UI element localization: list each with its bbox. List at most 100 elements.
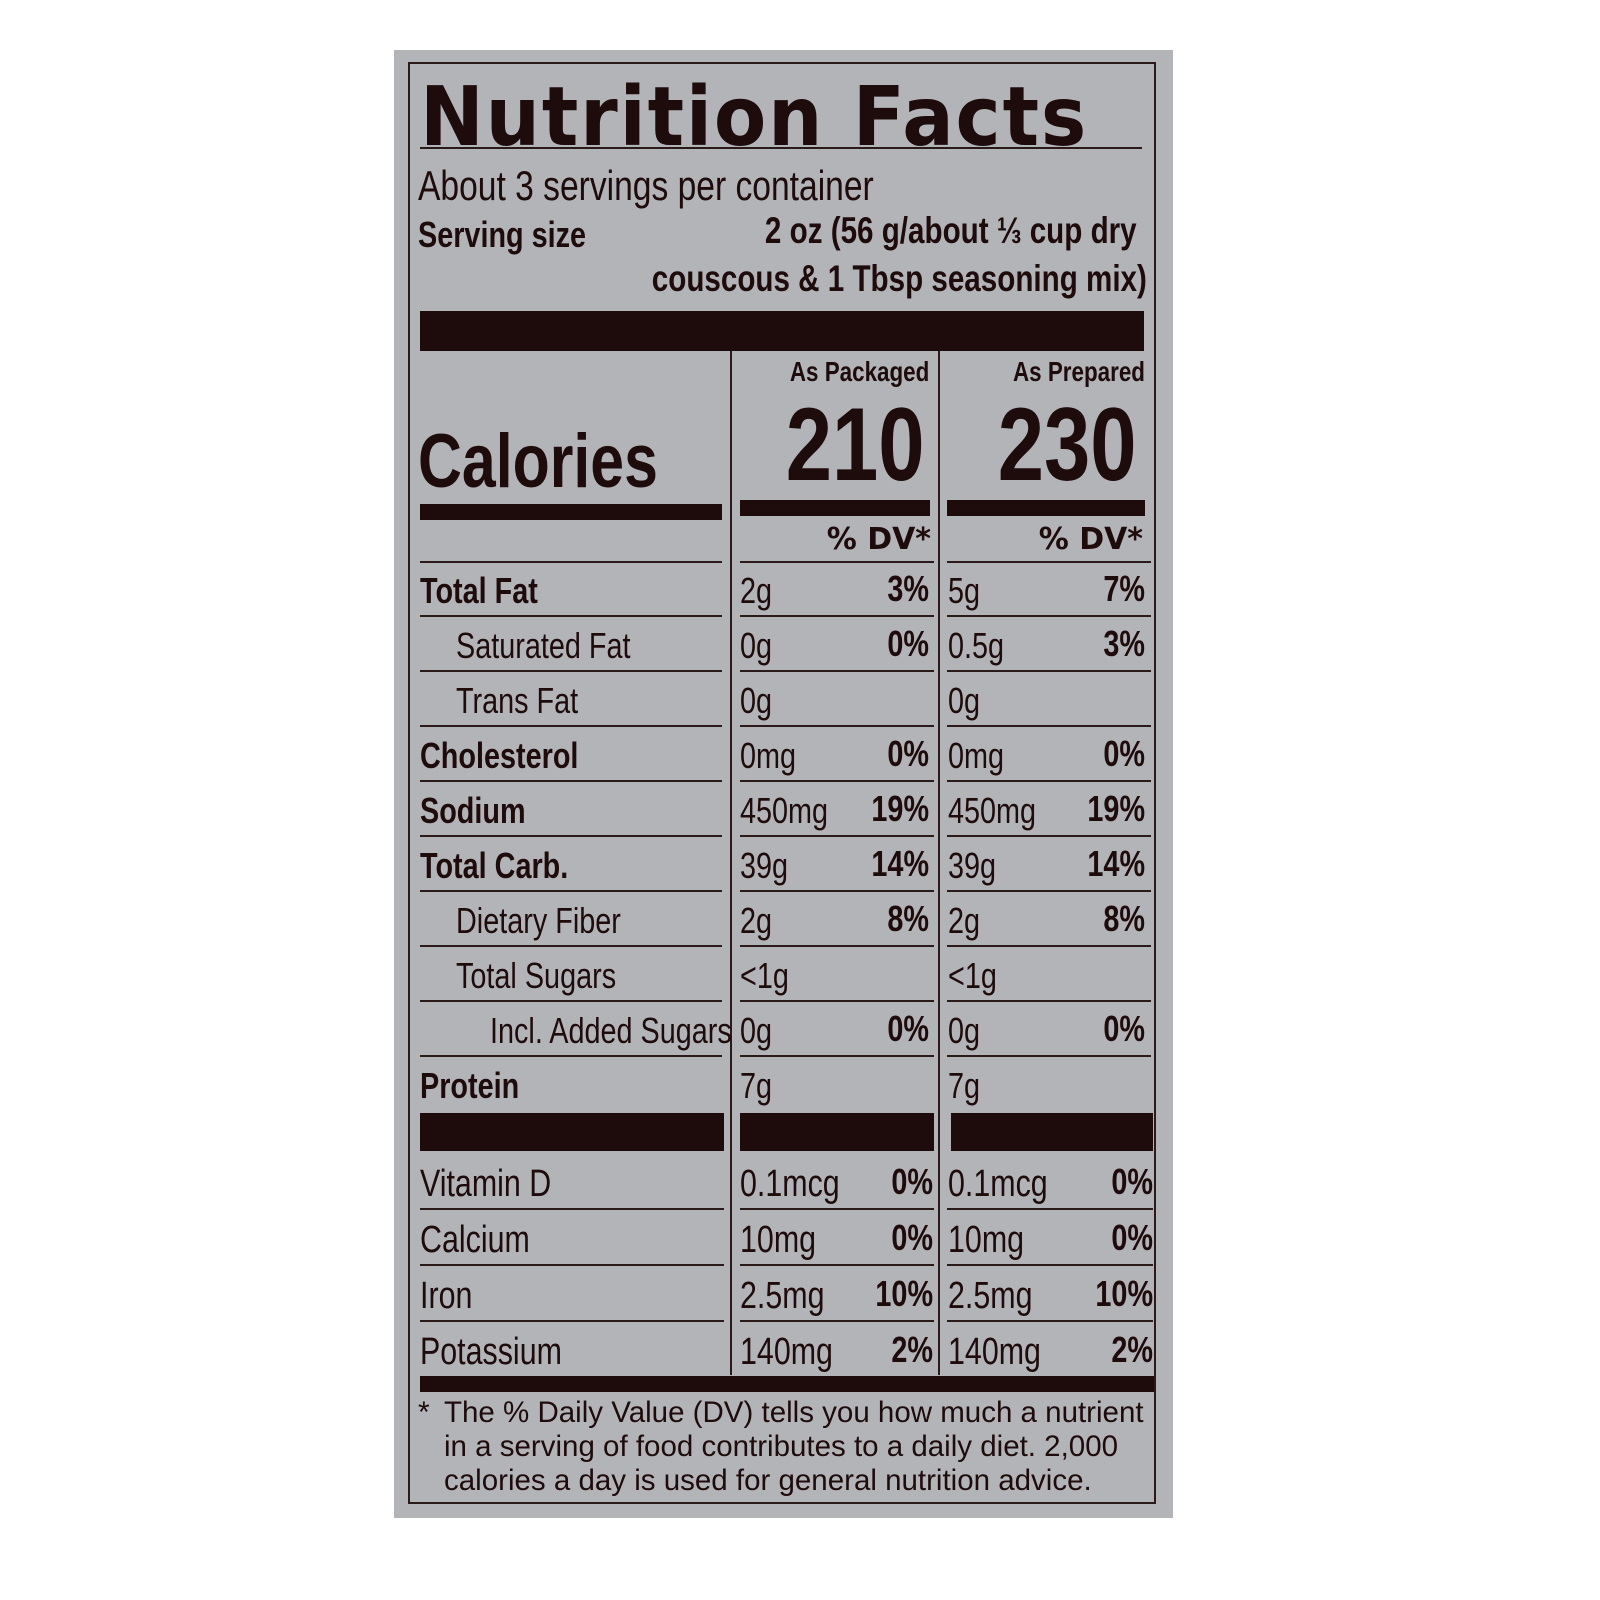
amount-prepared-cell: 10mg: [948, 1219, 1043, 1262]
dv-packaged-cell: 0%: [881, 1161, 933, 1203]
row-divider: [740, 670, 934, 672]
row-divider: [420, 670, 722, 672]
dv-prepared: 2%: [1111, 1329, 1153, 1370]
amount-prepared: 10mg: [948, 1219, 1025, 1261]
dv-packaged: 3%: [887, 568, 929, 609]
amount-prepared: 2.5mg: [948, 1275, 1033, 1317]
vitamin-divider: [420, 1113, 724, 1151]
nutrient-name-cell: Iron: [420, 1275, 485, 1318]
amount-prepared: 450mg: [948, 790, 1037, 831]
serving-size-value-2: couscous & 1 Tbsp seasoning mix): [651, 258, 1147, 299]
dv-packaged: 0%: [891, 1217, 933, 1258]
amount-packaged: 7g: [740, 1065, 773, 1106]
amount-prepared: 2g: [948, 900, 981, 941]
nutrient-name-cell: Dietary Fiber: [456, 900, 662, 942]
footnote-marker: *: [418, 1396, 430, 1429]
dv-prepared-cell: 7%: [1093, 568, 1145, 610]
row-divider: [947, 835, 1151, 837]
dv-prepared: 8%: [1103, 898, 1145, 939]
nutrient-name: Calcium: [420, 1219, 530, 1261]
row-divider: [740, 1000, 934, 1002]
vitamin-divider: [740, 1113, 934, 1151]
amount-prepared: 0.1mcg: [948, 1163, 1048, 1205]
row-divider: [420, 561, 722, 563]
row-divider: [740, 1208, 934, 1210]
row-divider: [420, 1000, 722, 1002]
row-divider: [740, 890, 934, 892]
dv-packaged-cell: 0%: [877, 733, 929, 775]
nutrient-name: Trans Fat: [456, 680, 579, 721]
nutrient-name: Incl. Added Sugars: [490, 1010, 732, 1051]
row-divider: [947, 1208, 1153, 1210]
amount-prepared: 0mg: [948, 735, 1005, 776]
serving-size-label: Serving size: [418, 214, 587, 255]
footnote-line: in a serving of food contributes to a da…: [444, 1430, 1119, 1463]
vitamin-divider: [951, 1113, 1153, 1151]
nutrient-name: Potassium: [420, 1331, 562, 1373]
row-divider: [947, 561, 1151, 563]
amount-prepared: 39g: [948, 845, 997, 886]
row-divider: [420, 945, 722, 947]
calories-label: Calories: [418, 419, 658, 504]
dv-prepared: 10%: [1095, 1273, 1153, 1314]
dv-prepared: 7%: [1103, 568, 1145, 609]
dv-packaged-cell: 19%: [857, 788, 929, 830]
nutrient-name-cell: Saturated Fat: [456, 625, 674, 667]
dv-prepared-cell: 8%: [1093, 898, 1145, 940]
nutrition-label: Nutrition Facts About 3 servings per con…: [394, 50, 1173, 1518]
dv-prepared: 0%: [1103, 733, 1145, 774]
dv-prepared: 19%: [1087, 788, 1145, 829]
row-divider: [740, 561, 934, 563]
nutrient-name-cell: Total Carb.: [420, 845, 605, 887]
column-divider: [730, 351, 732, 1375]
row-divider: [947, 890, 1151, 892]
dv-packaged: 2%: [891, 1329, 933, 1370]
amount-packaged-cell: 0mg: [740, 735, 810, 777]
amount-packaged: 0g: [740, 1010, 773, 1051]
dv-prepared: 3%: [1103, 623, 1145, 664]
row-divider: [947, 1320, 1153, 1322]
row-divider: [740, 1264, 934, 1266]
amount-packaged: 140mg: [740, 1331, 833, 1373]
row-divider: [420, 1320, 724, 1322]
dv-packaged-cell: 3%: [877, 568, 929, 610]
calories-divider: [947, 500, 1145, 516]
row-divider: [947, 1264, 1153, 1266]
amount-packaged-cell: 2g: [740, 900, 780, 942]
dv-header-packaged: % DV*: [826, 522, 931, 557]
nutrient-name-cell: Cholesterol: [420, 735, 618, 777]
row-divider: [420, 835, 722, 837]
dv-packaged-cell: 0%: [877, 1008, 929, 1050]
nutrient-name: Total Fat: [420, 570, 538, 611]
row-divider: [740, 780, 934, 782]
dv-prepared-cell: 14%: [1073, 843, 1145, 885]
dv-prepared: 0%: [1111, 1217, 1153, 1258]
dv-packaged-cell: 14%: [857, 843, 929, 885]
dv-packaged-cell: 0%: [881, 1217, 933, 1259]
amount-packaged: 10mg: [740, 1219, 817, 1261]
amount-prepared-cell: 0.5g: [948, 625, 1018, 667]
calories-packaged: 210: [786, 387, 925, 503]
label-title: Nutrition Facts: [420, 70, 1089, 165]
nutrient-name: Dietary Fiber: [456, 900, 621, 941]
amount-packaged: 0.1mcg: [740, 1163, 840, 1205]
amount-packaged-cell: 0g: [740, 625, 780, 667]
dv-prepared-cell: 3%: [1093, 623, 1145, 665]
nutrient-name-cell: Incl. Added Sugars: [490, 1010, 792, 1052]
dv-packaged: 0%: [887, 1008, 929, 1049]
row-divider: [420, 780, 722, 782]
nutrient-name-cell: Protein: [420, 1065, 544, 1107]
calories-divider: [420, 504, 722, 520]
amount-prepared-cell: 7g: [948, 1065, 988, 1107]
dv-packaged-cell: 10%: [861, 1273, 933, 1315]
calories-prepared: 230: [998, 387, 1137, 503]
serving-size-value-1: 2 oz (56 g/about ⅓ cup dry: [765, 210, 1137, 251]
column-divider: [938, 351, 940, 1375]
amount-prepared-cell: 0.1mcg: [948, 1163, 1073, 1206]
row-divider: [947, 1055, 1151, 1057]
row-divider: [740, 615, 934, 617]
dv-packaged: 8%: [887, 898, 929, 939]
row-divider: [740, 1055, 934, 1057]
amount-packaged: 0g: [740, 680, 773, 721]
amount-packaged-cell: 2g: [740, 570, 780, 612]
